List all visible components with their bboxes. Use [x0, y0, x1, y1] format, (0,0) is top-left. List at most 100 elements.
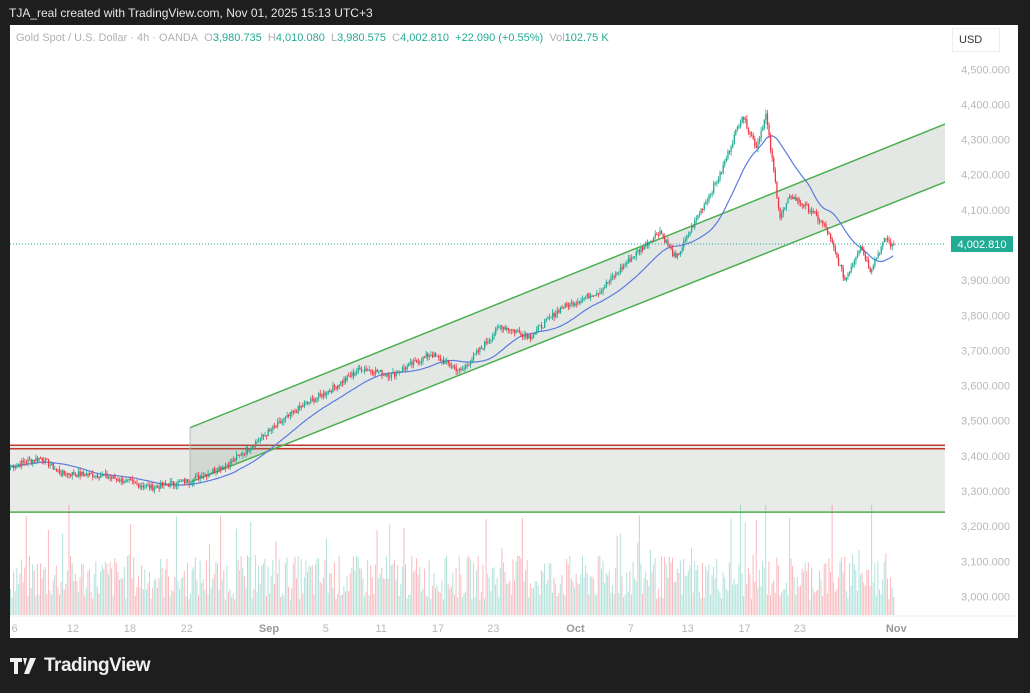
volume-bar: [722, 572, 724, 615]
volume-bar: [883, 561, 885, 615]
candle: [739, 122, 742, 127]
volume-bar: [599, 555, 601, 615]
volume-bar: [667, 577, 669, 615]
candle: [869, 267, 871, 273]
candle: [442, 359, 445, 364]
volume-bar: [634, 577, 636, 615]
range-zone: [10, 445, 945, 513]
volume-bar: [66, 570, 68, 615]
volume-bar: [141, 565, 143, 615]
volume-bar: [762, 560, 764, 615]
candle: [890, 241, 892, 247]
candle: [76, 474, 78, 477]
volume-bar: [166, 558, 168, 615]
volume-bar: [763, 567, 765, 615]
candle: [679, 251, 682, 255]
candle: [566, 303, 568, 305]
candle: [196, 475, 198, 477]
candle: [77, 471, 80, 477]
volume-bar: [316, 559, 318, 615]
candle: [433, 353, 435, 358]
candle: [216, 471, 219, 473]
candle: [303, 403, 306, 407]
candle: [427, 353, 429, 358]
candle: [243, 453, 246, 455]
candle: [468, 364, 470, 366]
volume-bar: [858, 550, 860, 615]
volume-bar: [278, 559, 280, 615]
candle: [185, 479, 187, 484]
candle: [638, 250, 641, 253]
candle: [525, 334, 527, 336]
volume-bar: [619, 533, 621, 615]
tradingview-logo[interactable]: TradingView: [10, 655, 151, 677]
volume-bar: [668, 556, 670, 615]
candle: [450, 366, 453, 368]
candle: [130, 479, 132, 481]
candle: [253, 446, 255, 448]
candle: [698, 213, 701, 216]
volume-bar: [242, 567, 244, 615]
volume-bar: [665, 564, 667, 615]
low-label: L: [330, 32, 338, 44]
candle: [357, 367, 359, 372]
candle: [58, 469, 61, 474]
candle: [55, 469, 58, 471]
volume-bar: [381, 568, 383, 615]
volume-bar: [408, 594, 410, 615]
candle: [855, 257, 857, 261]
volume-bar: [295, 578, 297, 615]
candle: [386, 374, 388, 376]
volume-bar: [569, 555, 571, 615]
volume-bar: [589, 576, 591, 615]
volume-bar: [725, 588, 727, 615]
candle: [155, 486, 157, 488]
candle: [656, 233, 658, 236]
candle: [692, 226, 694, 228]
volume-bar: [648, 586, 650, 615]
symbol-name[interactable]: Gold Spot / U.S. Dollar · 4h · OANDA: [16, 32, 199, 44]
candle: [198, 475, 200, 480]
volume-bar: [100, 571, 102, 615]
candle: [264, 435, 266, 437]
volume-bar: [199, 560, 201, 615]
volume-bar: [558, 593, 560, 615]
volume-bar: [112, 595, 114, 615]
volume-bar: [670, 562, 672, 615]
volume-bar: [419, 566, 421, 615]
candle: [807, 204, 810, 212]
candle: [668, 245, 671, 247]
volume-bar: [368, 595, 370, 615]
volume-bar: [13, 571, 15, 615]
candle: [299, 406, 301, 408]
candle: [645, 242, 647, 247]
candle: [370, 369, 372, 372]
volume-bar: [423, 568, 425, 615]
volume-bar: [324, 559, 326, 615]
candle: [877, 253, 879, 259]
volume-bar: [672, 557, 674, 615]
candle: [744, 118, 746, 120]
volume-bar: [126, 556, 128, 615]
candle: [763, 119, 765, 129]
volume-bar: [755, 519, 757, 615]
candle: [168, 484, 170, 487]
candle: [670, 246, 672, 249]
candle: [687, 235, 690, 237]
symbol-legend: Gold Spot / U.S. Dollar · 4h · OANDA O3,…: [16, 32, 609, 44]
candle: [711, 192, 713, 194]
candle: [702, 209, 704, 211]
currency-button[interactable]: USD: [952, 28, 1000, 52]
candle: [623, 264, 625, 269]
candle: [472, 354, 475, 360]
volume-bar: [509, 580, 511, 615]
chart-frame[interactable]: [10, 25, 1018, 638]
candle: [463, 367, 465, 370]
candle: [354, 373, 356, 376]
candle: [725, 158, 728, 162]
last-price-label: 4,002.810: [958, 239, 1007, 251]
candle: [514, 329, 516, 333]
candle: [499, 325, 502, 327]
candle: [521, 335, 524, 337]
